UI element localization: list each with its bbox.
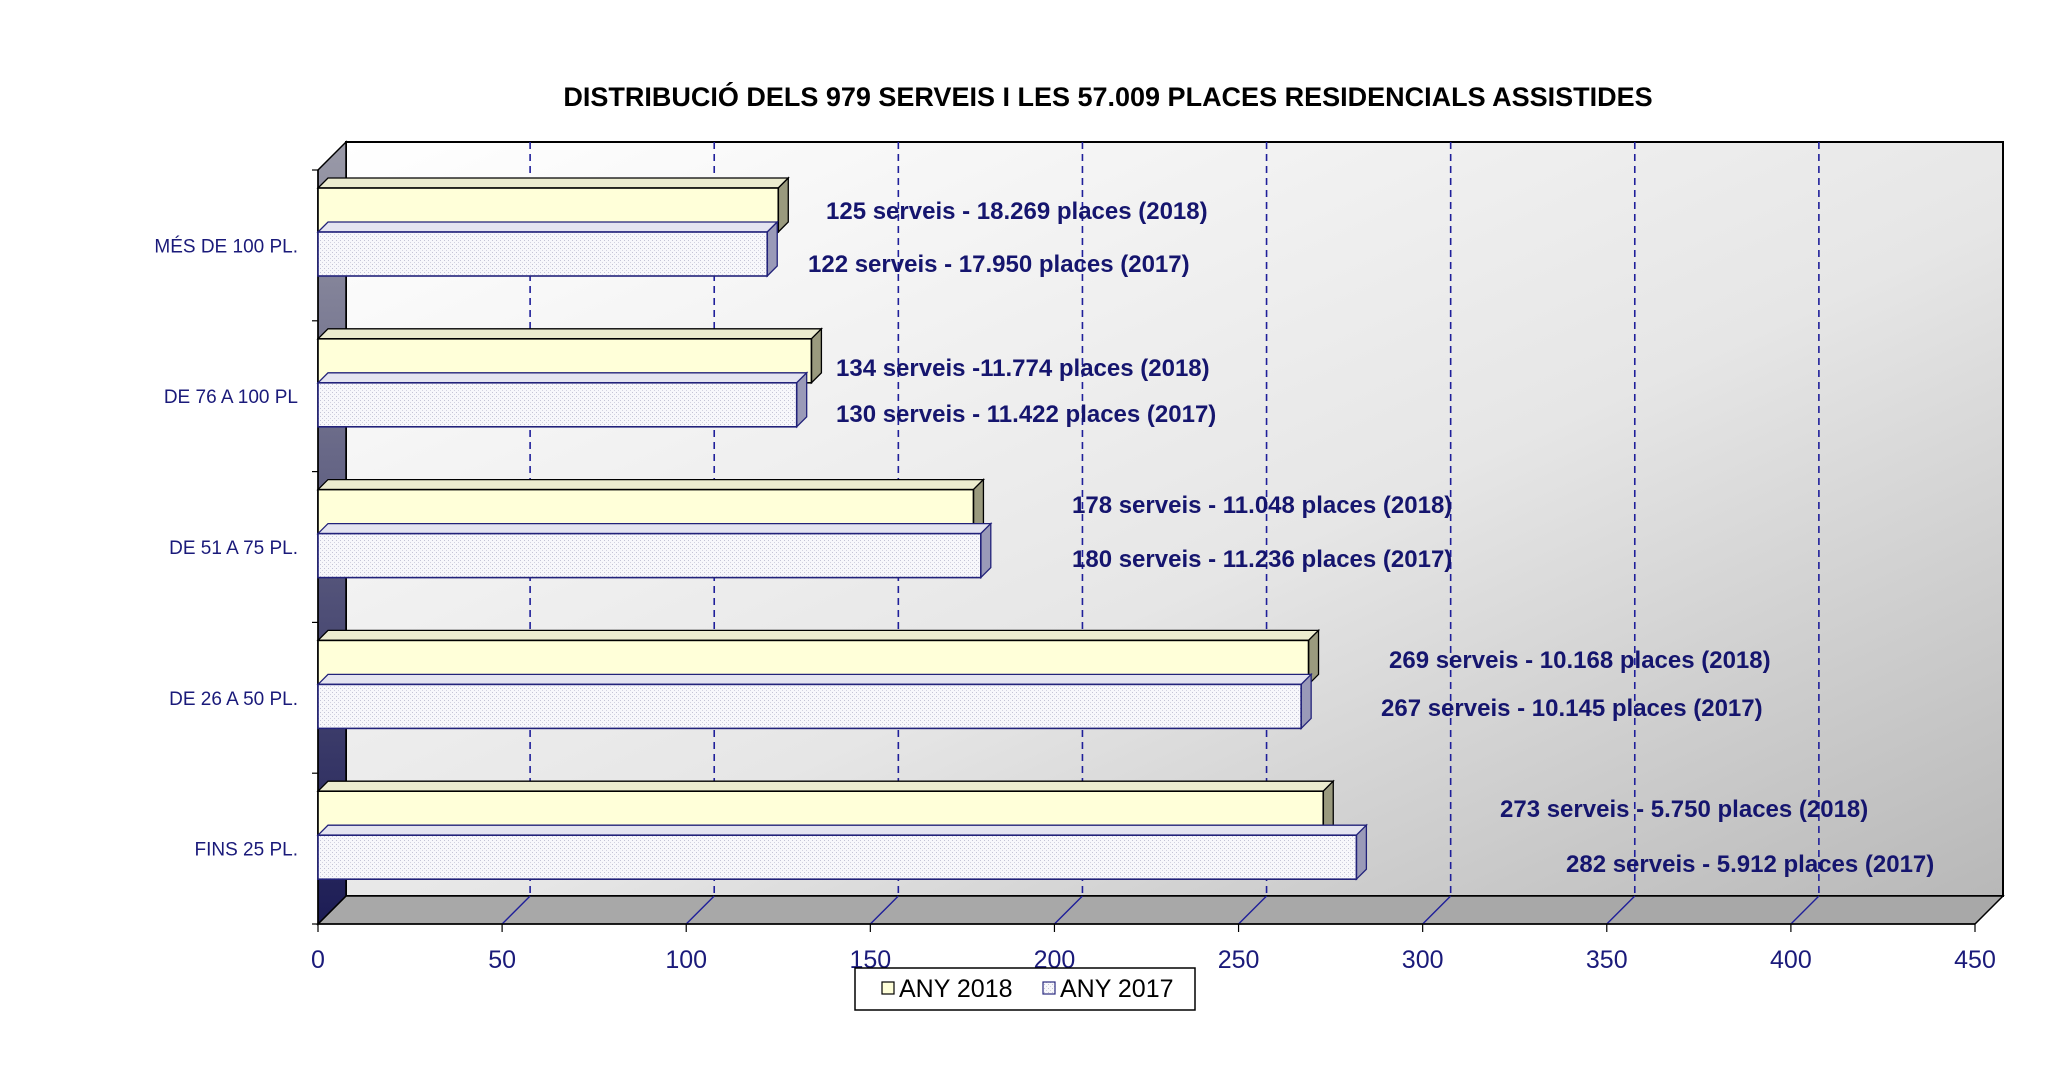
- bar-side-face: [810, 327, 823, 385]
- data-label: 267 serveis - 10.145 places (2017): [1381, 695, 1763, 722]
- bar-side-face: [1300, 672, 1312, 730]
- bar-2017-2: [316, 522, 993, 580]
- bar-front-face: [317, 532, 982, 579]
- x-tick-label: 50: [488, 946, 516, 974]
- data-label: 282 serveis - 5.912 places (2017): [1566, 851, 1934, 878]
- bar-front-face: [317, 834, 1358, 881]
- bar-top-face: [316, 522, 993, 535]
- bar-top-face: [316, 673, 1313, 686]
- legend: ANY 2018 ANY 2017: [854, 967, 1196, 1011]
- gridline-floor: [1606, 895, 1636, 925]
- legend-swatch-2018: [881, 981, 895, 995]
- bar-top-face: [316, 328, 823, 340]
- gridline-floor: [1790, 895, 1820, 925]
- x-tick-label: 350: [1586, 946, 1628, 974]
- legend-label-2017: ANY 2017: [1060, 975, 1174, 1003]
- x-tick-label: 450: [1954, 946, 1996, 974]
- legend-swatch-2017: [1042, 981, 1056, 995]
- category-label: MÉS DE 100 PL.: [154, 236, 298, 257]
- x-tick-label: 100: [665, 946, 707, 974]
- bar-top-face: [316, 780, 1335, 792]
- gridline-floor: [1053, 895, 1083, 925]
- plot-floor: [316, 895, 2005, 925]
- bar-side-face: [1355, 823, 1368, 881]
- gridline-floor: [1422, 895, 1452, 925]
- bar-top-face: [316, 629, 1321, 642]
- bar-front-face: [317, 231, 769, 277]
- data-label: 122 serveis - 17.950 places (2017): [808, 251, 1190, 278]
- category-label: DE 76 A 100 PL: [164, 387, 298, 408]
- x-tick-label: 0: [311, 946, 325, 974]
- x-tick-label: 400: [1770, 946, 1812, 974]
- category-label: FINS 25 PL.: [195, 840, 299, 861]
- bar-2017-1: [316, 371, 809, 429]
- chart-title: DISTRIBUCIÓ DELS 979 SERVEIS I LES 57.00…: [563, 81, 1652, 112]
- bar-top-face: [316, 221, 779, 233]
- category-label: DE 51 A 75 PL.: [169, 538, 298, 559]
- data-label: 178 serveis - 11.048 places (2018): [1072, 492, 1452, 519]
- bar-top-face: [316, 177, 790, 189]
- bar-side-face: [796, 371, 808, 429]
- gridline-floor: [501, 895, 531, 925]
- bar-2017-4: [316, 823, 1368, 881]
- data-label: 130 serveis - 11.422 places (2017): [836, 401, 1216, 428]
- x-tick-label: 300: [1402, 946, 1444, 974]
- data-label: 125 serveis - 18.269 places (2018): [826, 198, 1208, 225]
- bar-2017-0: [316, 220, 779, 278]
- gridline-floor: [869, 895, 899, 925]
- x-tick-label: 250: [1218, 946, 1260, 974]
- data-label: 269 serveis - 10.168 places (2018): [1389, 647, 1771, 674]
- bar-side-face: [766, 220, 778, 278]
- legend-box: [854, 967, 1196, 1011]
- bar-side-face: [980, 522, 992, 580]
- data-label: 134 serveis -11.774 places (2018): [836, 355, 1210, 382]
- bar-top-face: [316, 372, 809, 384]
- data-label: 180 serveis - 11.236 places (2017): [1072, 546, 1452, 573]
- data-label: 273 serveis - 5.750 places (2018): [1500, 796, 1868, 823]
- legend-label-2018: ANY 2018: [899, 975, 1013, 1003]
- bar-front-face: [317, 381, 798, 428]
- bar-side-face: [777, 176, 789, 234]
- bar-front-face: [317, 683, 1302, 730]
- gridline-floor: [1238, 895, 1268, 925]
- bar-2017-3: [316, 672, 1313, 730]
- gridline-floor: [685, 895, 715, 925]
- bar-top-face: [316, 478, 986, 491]
- category-label: DE 26 A 50 PL.: [169, 689, 298, 710]
- bar-top-face: [316, 824, 1368, 836]
